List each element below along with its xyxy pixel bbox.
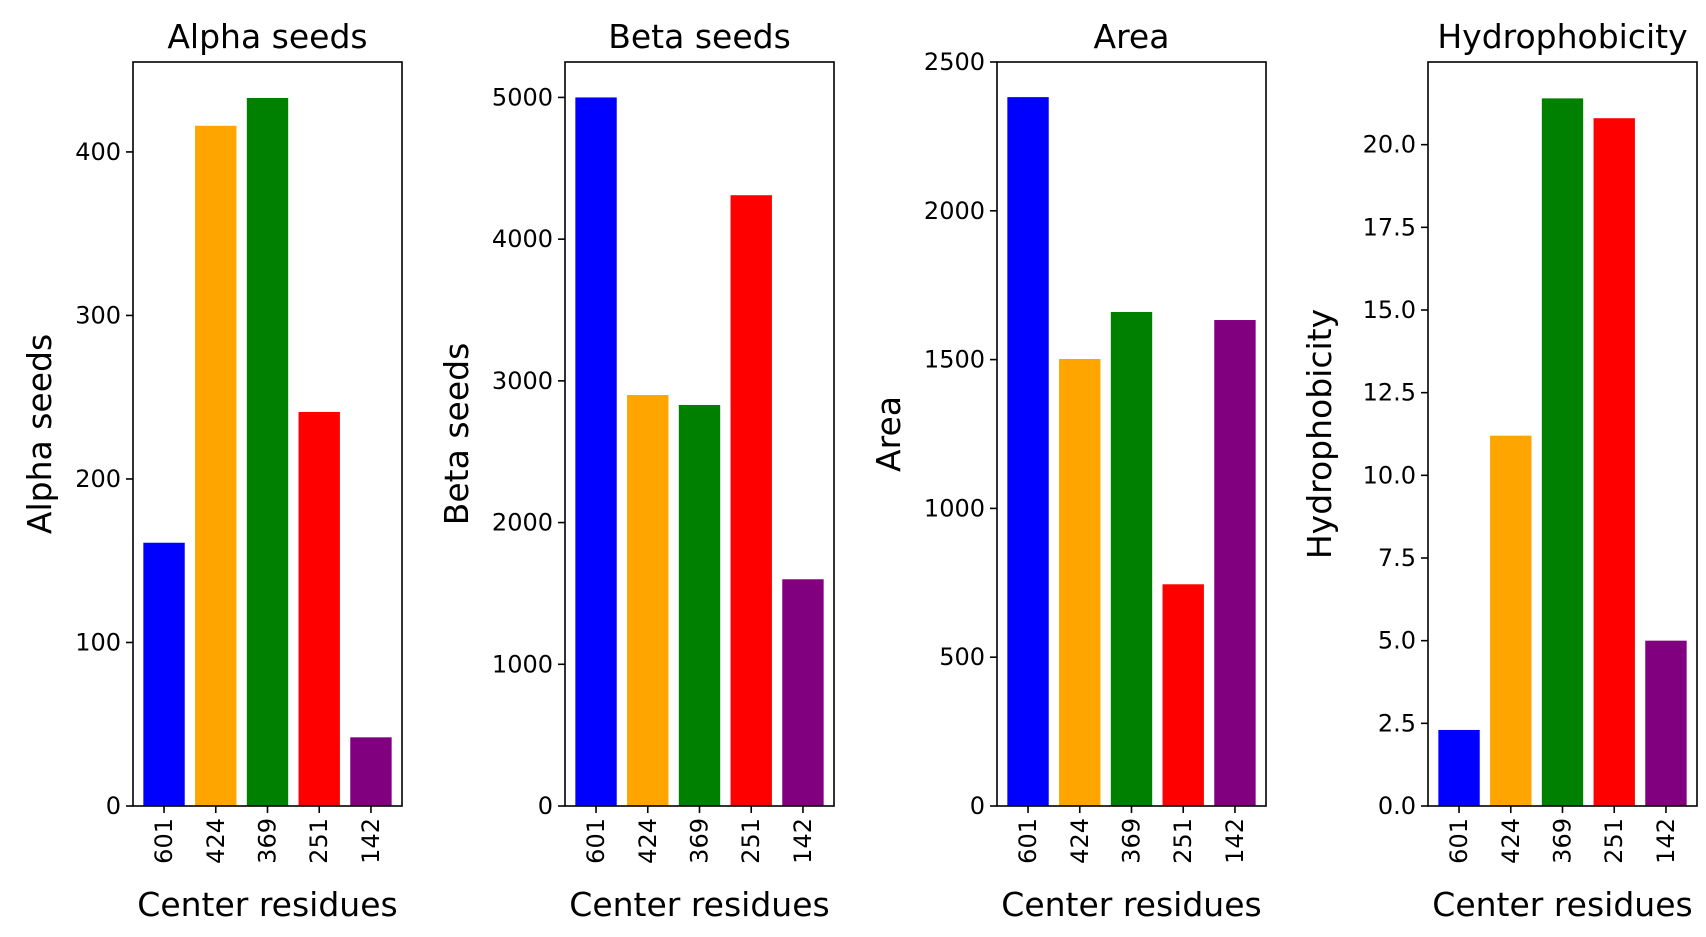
- hydrophobicity-xtick-label-601: 601: [1445, 818, 1473, 864]
- alpha-seeds-xlabel: Center residues: [137, 885, 397, 924]
- area-title: Area: [1094, 17, 1170, 56]
- area-xlabel: Center residues: [1001, 885, 1261, 924]
- area-bar-142: [1214, 320, 1256, 806]
- alpha-seeds-xtick-label-601: 601: [150, 818, 178, 864]
- beta-seeds-ytick-label-2: 2000: [492, 509, 553, 537]
- hydrophobicity-bar-601: [1438, 729, 1480, 806]
- area-xtick-label-142: 142: [1221, 818, 1249, 864]
- alpha-seeds-ytick-label-2: 200: [75, 465, 121, 493]
- hydrophobicity-bar-424: [1490, 435, 1532, 806]
- area-bar-251: [1162, 584, 1204, 806]
- beta-seeds-ytick-label-5: 5000: [492, 83, 553, 111]
- hydrophobicity-ytick-label-2: 5.0: [1378, 627, 1416, 655]
- area-bar-601: [1007, 97, 1049, 807]
- alpha-seeds-ytick-label-1: 100: [75, 628, 121, 656]
- area-ylabel: Area: [869, 396, 908, 472]
- area-ytick-label-5: 2500: [924, 48, 985, 76]
- alpha-seeds-xtick-label-369: 369: [254, 818, 282, 864]
- beta-seeds-xtick-label-424: 424: [634, 818, 662, 864]
- beta-seeds-ytick-label-3: 3000: [492, 367, 553, 395]
- beta-seeds-ytick-label-0: 0: [538, 792, 553, 820]
- hydrophobicity-ytick-label-5: 12.5: [1363, 379, 1416, 407]
- hydrophobicity-ylabel: Hydrophobicity: [1300, 309, 1339, 559]
- beta-seeds-bar-142: [782, 579, 824, 806]
- beta-seeds-xtick-label-601: 601: [582, 818, 610, 864]
- beta-seeds-bar-601: [575, 97, 617, 807]
- alpha-seeds-ytick-label-0: 0: [106, 792, 121, 820]
- area-ytick-label-1: 500: [939, 643, 985, 671]
- alpha-seeds-bar-601: [143, 542, 185, 806]
- hydrophobicity-bar-251: [1593, 118, 1635, 806]
- hydrophobicity-ytick-label-1: 2.5: [1378, 709, 1416, 737]
- beta-seeds-xlabel: Center residues: [569, 885, 829, 924]
- hydrophobicity-xtick-label-424: 424: [1497, 818, 1525, 864]
- hydrophobicity-ytick-label-6: 15.0: [1363, 296, 1416, 324]
- beta-seeds-xtick-label-142: 142: [789, 818, 817, 864]
- beta-seeds-xtick-label-251: 251: [737, 818, 765, 864]
- alpha-seeds-axes-frame: [132, 61, 403, 807]
- beta-seeds-bar-424: [627, 395, 669, 806]
- alpha-seeds-bar-142: [350, 737, 392, 806]
- beta-seeds-bar-251: [730, 195, 772, 806]
- area-xtick-label-369: 369: [1118, 818, 1146, 864]
- alpha-seeds-xtick-label-142: 142: [357, 818, 385, 864]
- area-bar-369: [1110, 311, 1153, 806]
- area-ytick-label-0: 0: [970, 792, 985, 820]
- area-xtick-label-251: 251: [1169, 818, 1197, 864]
- hydrophobicity-bar-142: [1645, 640, 1687, 806]
- subplot-beta-seeds: 601 424 369 251 142 0 1000 2000 3000 4000 5000 Beta…: [437, 17, 835, 924]
- beta-seeds-title: Beta seeds: [608, 17, 791, 56]
- area-ytick-label-4: 2000: [924, 197, 985, 225]
- beta-seeds-axes-frame: [564, 61, 835, 807]
- hydrophobicity-ytick-label-7: 17.5: [1363, 213, 1416, 241]
- alpha-seeds-bar-369: [246, 97, 289, 807]
- beta-seeds-bar-369: [678, 404, 721, 806]
- subplot-hydrophobicity: 601 424 369 251 142 0.0 2.5 5.0 7.5 10.0 12.5 15.0 1…: [1300, 17, 1698, 924]
- hydrophobicity-ytick-label-8: 20.0: [1363, 131, 1416, 159]
- alpha-seeds-ylabel: Alpha seeds: [20, 334, 59, 534]
- area-axes-frame: [996, 61, 1267, 807]
- alpha-seeds-bar-251: [298, 411, 340, 806]
- alpha-seeds-xtick-label-424: 424: [202, 818, 230, 864]
- subplot-alpha-seeds: 601 424 369 251 142 0 100 200 300 400 Alpha seeds C…: [20, 17, 403, 924]
- hydrophobicity-ytick-label-3: 7.5: [1378, 544, 1416, 572]
- hydrophobicity-bar-369: [1541, 98, 1584, 807]
- alpha-seeds-title: Alpha seeds: [167, 17, 367, 56]
- hydrophobicity-ytick-label-0: 0.0: [1378, 792, 1416, 820]
- beta-seeds-xtick-label-369: 369: [686, 818, 714, 864]
- beta-seeds-ylabel: Beta seeds: [437, 343, 476, 526]
- alpha-seeds-ytick-label-3: 300: [75, 301, 121, 329]
- alpha-seeds-bar-424: [195, 125, 237, 806]
- beta-seeds-ytick-label-1: 1000: [492, 650, 553, 678]
- hydrophobicity-axes-frame: [1427, 61, 1698, 807]
- area-xtick-label-424: 424: [1066, 818, 1094, 864]
- area-ytick-label-2: 1000: [924, 494, 985, 522]
- area-bar-424: [1059, 359, 1101, 806]
- alpha-seeds-ytick-label-4: 400: [75, 138, 121, 166]
- hydrophobicity-xtick-label-251: 251: [1600, 818, 1628, 864]
- hydrophobicity-xlabel: Center residues: [1432, 885, 1692, 924]
- hydrophobicity-xtick-label-369: 369: [1549, 818, 1577, 864]
- hydrophobicity-xtick-label-142: 142: [1652, 818, 1680, 864]
- hydrophobicity-title: Hydrophobicity: [1437, 17, 1687, 56]
- area-xtick-label-601: 601: [1014, 818, 1042, 864]
- area-ytick-label-3: 1500: [924, 346, 985, 374]
- alpha-seeds-xtick-label-251: 251: [305, 818, 333, 864]
- beta-seeds-ytick-label-4: 4000: [492, 225, 553, 253]
- hydrophobicity-ytick-label-4: 10.0: [1363, 461, 1416, 489]
- subplot-area: 601 424 369 251 142 0 500 1000 1500 2000 2500 Area C…: [869, 17, 1267, 924]
